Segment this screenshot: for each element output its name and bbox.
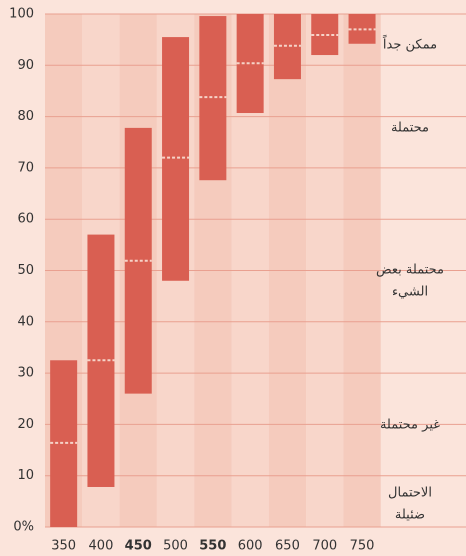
x-tick-label: 550 xyxy=(199,539,226,554)
x-tick-label: 700 xyxy=(312,539,337,554)
x-tick-label: 500 xyxy=(163,539,188,554)
x-tick-label: 750 xyxy=(350,539,375,554)
x-tick-label: 450 xyxy=(125,539,152,554)
y-tick-label: 50 xyxy=(17,263,34,278)
y-tick-label: 90 xyxy=(17,58,34,73)
likelihood-label: الشيء xyxy=(392,285,428,300)
x-tick-label: 650 xyxy=(275,539,300,554)
range-bar xyxy=(199,16,227,181)
y-tick-label: 0% xyxy=(13,520,34,535)
y-tick-label: 20 xyxy=(17,417,34,432)
x-tick-label: 400 xyxy=(89,539,114,554)
y-tick-label: 70 xyxy=(17,160,34,175)
x-tick-label: 350 xyxy=(51,539,76,554)
likelihood-label: محتملة بعض xyxy=(376,263,444,278)
likelihood-label: ممكن جداً xyxy=(382,35,437,53)
y-tick-label: 80 xyxy=(17,109,34,124)
likelihood-label: ضئيلة xyxy=(395,508,425,523)
likelihood-label: محتملة xyxy=(391,121,429,136)
likelihood-label: غير محتملة xyxy=(380,418,440,433)
y-tick-label: 60 xyxy=(17,212,34,227)
range-bar xyxy=(162,37,190,281)
x-tick-label: 600 xyxy=(238,539,263,554)
y-tick-label: 30 xyxy=(17,366,34,381)
y-tick-label: 10 xyxy=(17,468,34,483)
likelihood-label: الاحتمال xyxy=(388,486,432,501)
y-tick-label: 100 xyxy=(9,7,34,22)
y-tick-label: 40 xyxy=(17,314,34,329)
